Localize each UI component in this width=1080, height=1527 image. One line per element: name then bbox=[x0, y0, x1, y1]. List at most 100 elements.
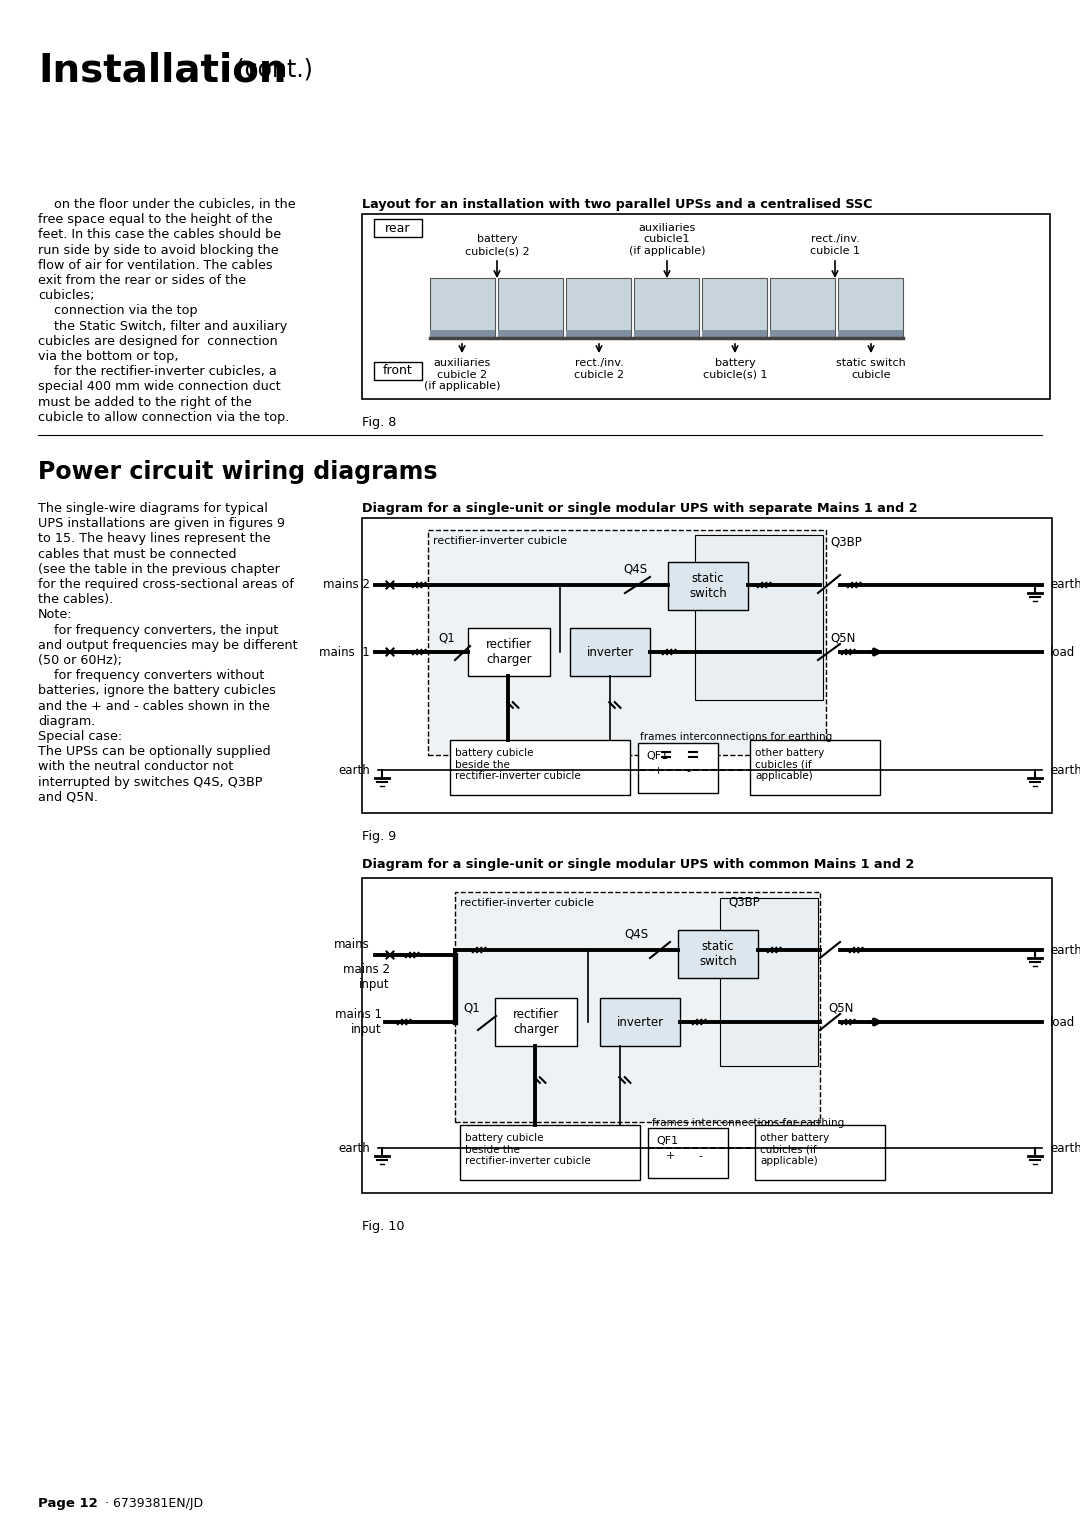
Text: Fig. 10: Fig. 10 bbox=[362, 1220, 405, 1232]
Text: auxiliaries
cubicle 2
(if applicable): auxiliaries cubicle 2 (if applicable) bbox=[423, 357, 500, 391]
Text: Fig. 8: Fig. 8 bbox=[362, 415, 396, 429]
Text: The UPSs can be optionally supplied: The UPSs can be optionally supplied bbox=[38, 745, 271, 759]
Text: mains: mains bbox=[334, 939, 370, 951]
Text: load: load bbox=[1050, 646, 1076, 658]
Text: Q4S: Q4S bbox=[623, 562, 647, 576]
Bar bbox=[498, 278, 563, 337]
Bar bbox=[498, 330, 563, 337]
Text: special 400 mm wide connection duct: special 400 mm wide connection duct bbox=[38, 380, 281, 394]
Text: UPS installations are given in figures 9: UPS installations are given in figures 9 bbox=[38, 518, 285, 530]
Text: cubicle to allow connection via the top.: cubicle to allow connection via the top. bbox=[38, 411, 289, 425]
Bar bbox=[720, 898, 818, 1066]
Text: frames interconnections for earthing: frames interconnections for earthing bbox=[640, 731, 833, 742]
Text: earth: earth bbox=[1050, 1142, 1080, 1154]
Text: Diagram for a single-unit or single modular UPS with separate Mains 1 and 2: Diagram for a single-unit or single modu… bbox=[362, 502, 918, 515]
Bar bbox=[468, 628, 550, 676]
Text: on the floor under the cubicles, in the: on the floor under the cubicles, in the bbox=[38, 199, 296, 211]
Text: with the neutral conductor not: with the neutral conductor not bbox=[38, 760, 233, 773]
Text: and output frequencies may be different: and output frequencies may be different bbox=[38, 638, 298, 652]
Bar bbox=[678, 930, 758, 977]
Text: rect./inv.
cubicle 2: rect./inv. cubicle 2 bbox=[573, 357, 624, 380]
Bar bbox=[669, 562, 748, 609]
Text: QF1: QF1 bbox=[656, 1136, 678, 1145]
Bar bbox=[566, 278, 631, 337]
Bar bbox=[648, 1128, 728, 1177]
Bar bbox=[638, 744, 718, 793]
Bar bbox=[450, 741, 630, 796]
Text: Installation: Installation bbox=[38, 52, 286, 90]
Text: front: front bbox=[383, 365, 413, 377]
Text: -: - bbox=[698, 1151, 702, 1161]
Text: Q4S: Q4S bbox=[624, 927, 648, 941]
Text: for the required cross-sectional areas of: for the required cross-sectional areas o… bbox=[38, 579, 294, 591]
Text: inverter: inverter bbox=[586, 646, 634, 658]
Text: feet. In this case the cables should be: feet. In this case the cables should be bbox=[38, 229, 281, 241]
Bar bbox=[428, 530, 826, 754]
Text: mains 2
input: mains 2 input bbox=[343, 964, 390, 991]
Bar bbox=[838, 278, 903, 337]
Text: earth: earth bbox=[1050, 579, 1080, 591]
Bar bbox=[374, 362, 422, 380]
Text: static
switch: static switch bbox=[689, 573, 727, 600]
Bar bbox=[696, 534, 823, 699]
Bar bbox=[750, 741, 880, 796]
Bar bbox=[362, 878, 1052, 1193]
Bar bbox=[634, 278, 699, 337]
Text: run side by side to avoid blocking the: run side by side to avoid blocking the bbox=[38, 244, 279, 257]
Text: diagram.: diagram. bbox=[38, 715, 95, 728]
Text: the cables).: the cables). bbox=[38, 592, 113, 606]
Text: Page 12: Page 12 bbox=[38, 1496, 98, 1510]
Text: rect./inv.
cubicle 1: rect./inv. cubicle 1 bbox=[810, 235, 860, 257]
Text: earth: earth bbox=[338, 1142, 370, 1154]
Text: batteries, ignore the battery cubicles: batteries, ignore the battery cubicles bbox=[38, 684, 275, 698]
Text: -: - bbox=[686, 767, 690, 776]
Text: cables that must be connected: cables that must be connected bbox=[38, 548, 237, 560]
Text: Q5N: Q5N bbox=[828, 1002, 853, 1014]
Text: Q3BP: Q3BP bbox=[831, 536, 862, 548]
Text: frames interconnections for earthing: frames interconnections for earthing bbox=[652, 1118, 845, 1128]
Text: +: + bbox=[665, 1151, 675, 1161]
Text: earth: earth bbox=[1050, 944, 1080, 956]
Text: (see the table in the previous chapter: (see the table in the previous chapter bbox=[38, 563, 280, 576]
Text: mains 2: mains 2 bbox=[323, 579, 370, 591]
Text: earth: earth bbox=[1050, 764, 1080, 777]
Bar bbox=[495, 999, 577, 1046]
Text: earth: earth bbox=[338, 764, 370, 777]
Text: other battery
cubicles (if
applicable): other battery cubicles (if applicable) bbox=[755, 748, 824, 782]
Text: +: + bbox=[653, 767, 663, 776]
Bar bbox=[455, 892, 820, 1122]
Text: battery
cubicle(s) 2: battery cubicle(s) 2 bbox=[464, 235, 529, 257]
Text: cubicles are designed for  connection: cubicles are designed for connection bbox=[38, 334, 278, 348]
Text: rectifier-inverter cubicle: rectifier-inverter cubicle bbox=[460, 898, 594, 909]
Bar bbox=[770, 278, 835, 337]
Text: Fig. 9: Fig. 9 bbox=[362, 831, 396, 843]
Text: Diagram for a single-unit or single modular UPS with common Mains 1 and 2: Diagram for a single-unit or single modu… bbox=[362, 858, 915, 870]
Bar bbox=[362, 518, 1052, 812]
Text: to 15. The heavy lines represent the: to 15. The heavy lines represent the bbox=[38, 533, 271, 545]
Text: Q5N: Q5N bbox=[831, 632, 855, 644]
Bar bbox=[755, 1125, 885, 1180]
Text: and the + and - cables shown in the: and the + and - cables shown in the bbox=[38, 699, 270, 713]
Bar bbox=[362, 214, 1050, 399]
Bar bbox=[460, 1125, 640, 1180]
Text: connection via the top: connection via the top bbox=[38, 304, 198, 318]
Text: other battery
cubicles (if
applicable): other battery cubicles (if applicable) bbox=[760, 1133, 829, 1167]
Bar bbox=[634, 330, 699, 337]
Text: the Static Switch, filter and auxiliary: the Static Switch, filter and auxiliary bbox=[38, 319, 287, 333]
Text: must be added to the right of the: must be added to the right of the bbox=[38, 395, 252, 409]
Text: mains  1: mains 1 bbox=[320, 646, 370, 658]
Text: battery cubicle
beside the
rectifier-inverter cubicle: battery cubicle beside the rectifier-inv… bbox=[465, 1133, 591, 1167]
Text: The single-wire diagrams for typical: The single-wire diagrams for typical bbox=[38, 502, 268, 515]
Text: static
switch: static switch bbox=[699, 941, 737, 968]
Text: battery
cubicle(s) 1: battery cubicle(s) 1 bbox=[703, 357, 767, 380]
Bar bbox=[702, 278, 767, 337]
Text: for frequency converters without: for frequency converters without bbox=[38, 669, 265, 683]
Text: (50 or 60Hz);: (50 or 60Hz); bbox=[38, 654, 122, 667]
Text: Q1: Q1 bbox=[438, 632, 456, 644]
Text: for the rectifier-inverter cubicles, a: for the rectifier-inverter cubicles, a bbox=[38, 365, 276, 379]
Text: Special case:: Special case: bbox=[38, 730, 122, 744]
Bar bbox=[374, 218, 422, 237]
Bar bbox=[570, 628, 650, 676]
Text: Q3BP: Q3BP bbox=[728, 895, 759, 909]
Bar bbox=[702, 330, 767, 337]
